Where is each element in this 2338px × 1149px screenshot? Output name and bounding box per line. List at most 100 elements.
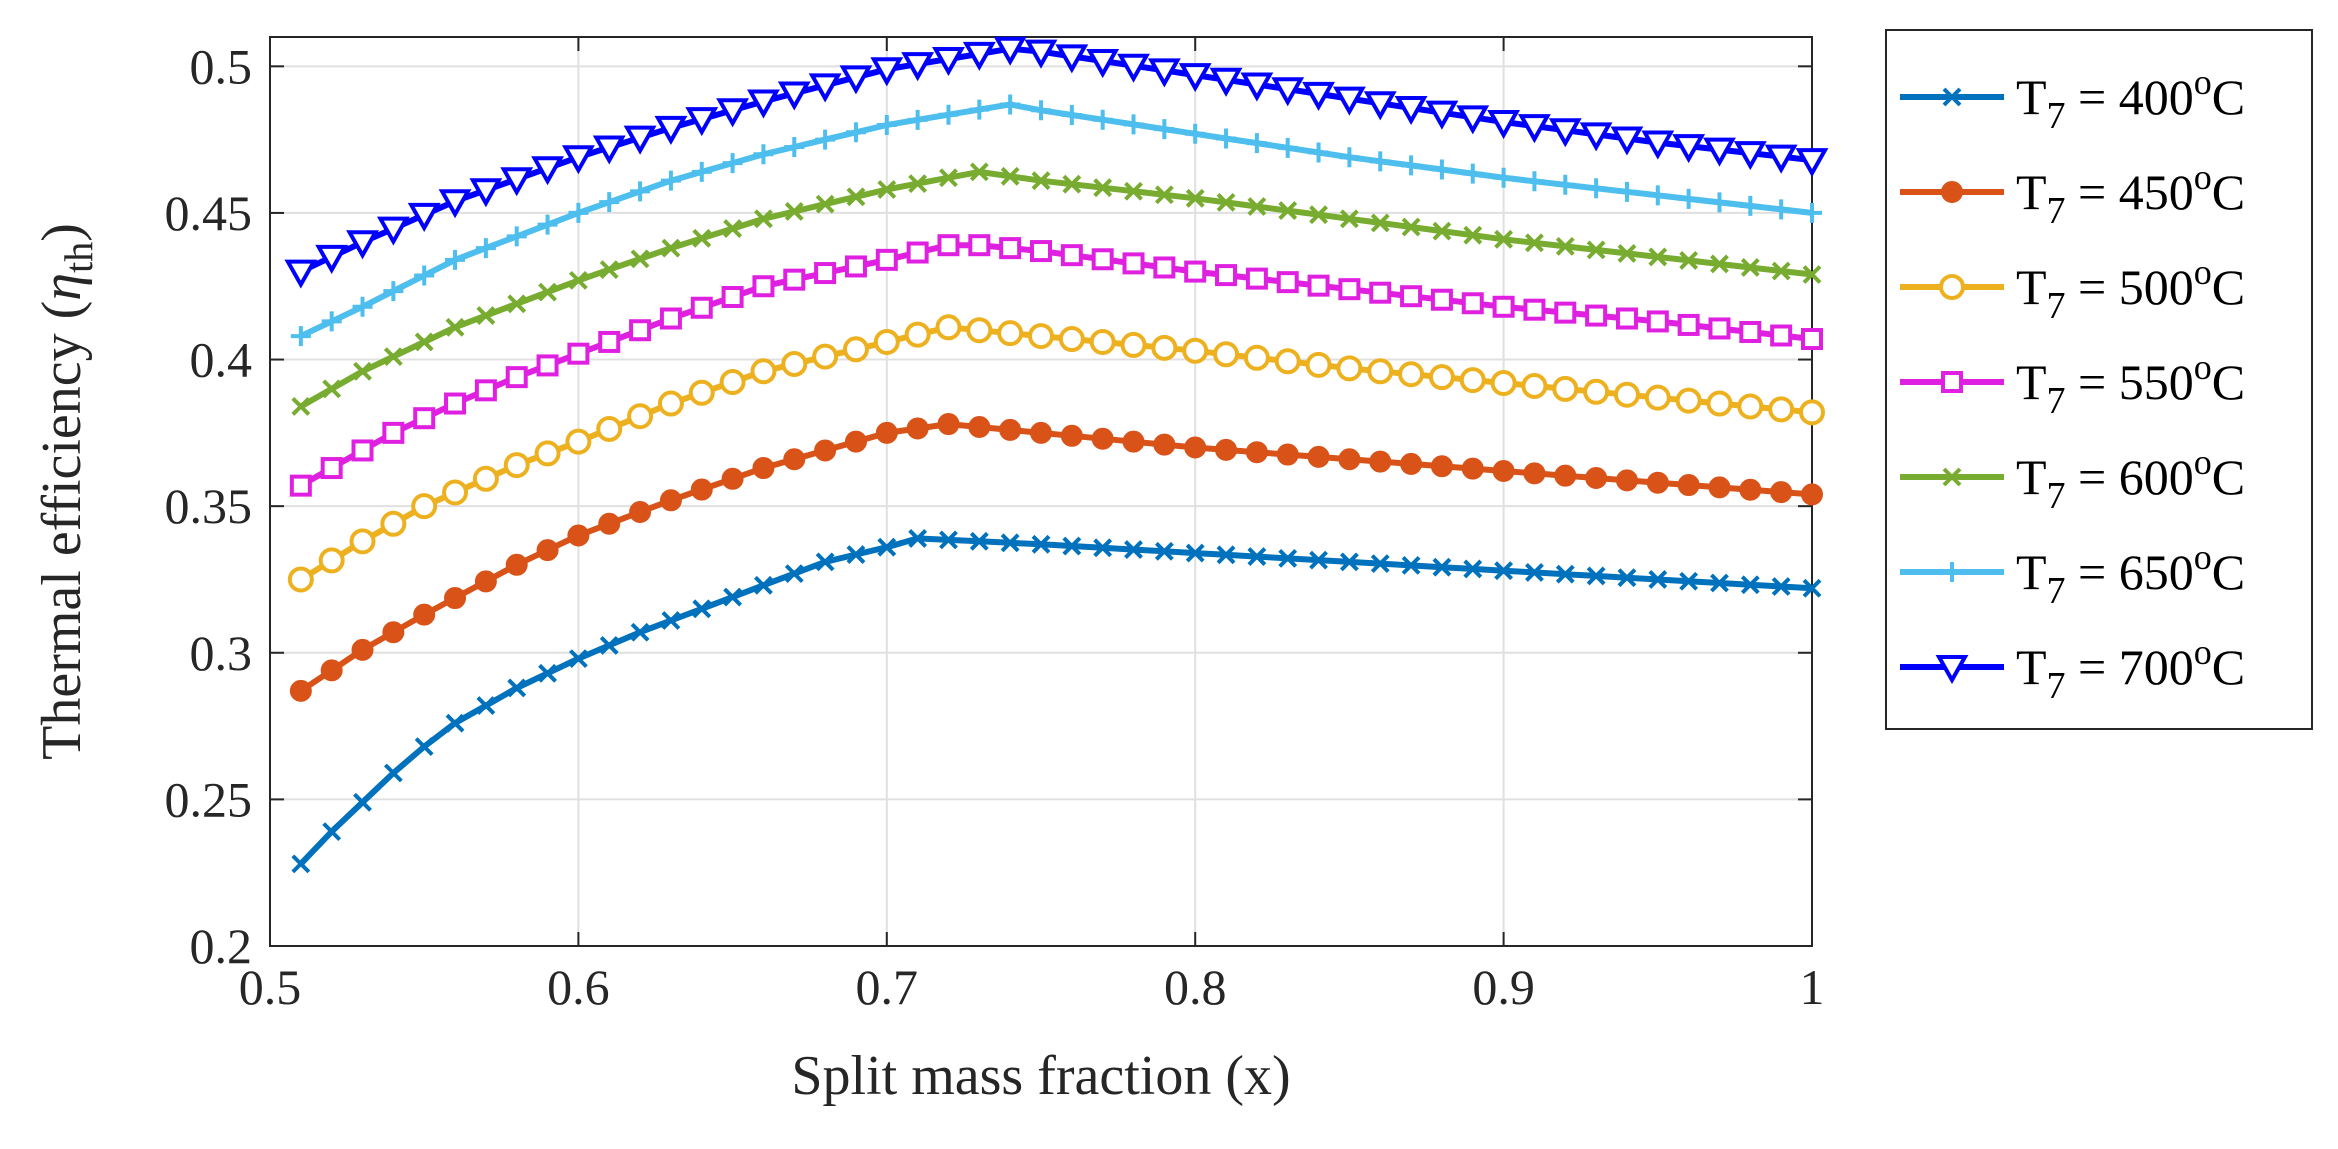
data-point xyxy=(1093,538,1113,558)
data-point xyxy=(1430,288,1453,311)
data-point xyxy=(380,510,407,537)
data-point xyxy=(660,170,681,191)
data-point xyxy=(1428,364,1455,391)
legend-marker xyxy=(1939,274,1965,300)
data-point xyxy=(1554,464,1577,487)
data-point xyxy=(474,379,497,402)
data-point xyxy=(438,189,472,219)
data-point xyxy=(1123,114,1144,135)
data-point xyxy=(1062,174,1082,194)
data-point xyxy=(1400,285,1423,308)
data-point xyxy=(382,621,405,644)
data-point xyxy=(315,244,349,274)
data-point xyxy=(1122,430,1145,453)
data-point xyxy=(784,202,804,221)
data-point xyxy=(1245,267,1268,290)
data-point xyxy=(629,319,652,342)
data-point xyxy=(1771,261,1791,281)
data-point xyxy=(1184,436,1207,459)
data-point xyxy=(567,342,590,365)
data-point xyxy=(630,622,650,642)
y-tick-label: 0.45 xyxy=(165,185,253,241)
data-point xyxy=(688,379,715,406)
data-point xyxy=(507,678,527,698)
data-point xyxy=(1000,166,1020,186)
legend-label: T7 = 400oC xyxy=(2016,62,2245,137)
data-point xyxy=(1122,252,1145,275)
legend-label: T7 = 650oC xyxy=(2016,537,2245,612)
data-point xyxy=(445,317,465,337)
x-tick-label: 0.6 xyxy=(547,959,610,1015)
legend-entry: T7 = 500oC xyxy=(1900,252,2245,327)
data-point xyxy=(1363,91,1397,121)
data-point xyxy=(1338,278,1361,301)
data-point xyxy=(1579,122,1613,152)
data-point xyxy=(938,104,959,125)
data-point xyxy=(1425,100,1459,130)
data-point xyxy=(1332,86,1366,116)
data-point xyxy=(507,294,527,314)
data-point xyxy=(1740,575,1760,595)
data-point xyxy=(1463,559,1483,579)
legend-entry: T7 = 650oC xyxy=(1900,537,2245,612)
data-point xyxy=(534,440,561,467)
data-point xyxy=(291,397,311,416)
x-tick-label: 0.8 xyxy=(1164,959,1227,1015)
data-point xyxy=(654,115,688,145)
data-point xyxy=(1461,292,1484,315)
data-point xyxy=(1030,240,1052,263)
data-point xyxy=(1555,174,1576,195)
data-point xyxy=(1555,564,1575,584)
data-point xyxy=(1243,344,1270,371)
data-point xyxy=(1615,307,1638,330)
data-point xyxy=(723,219,743,238)
data-point xyxy=(469,178,503,208)
y-axis-title: Thermal efficiency (ηth) xyxy=(31,223,101,760)
data-point xyxy=(1647,185,1668,206)
data-point xyxy=(476,696,496,715)
y-axis-title-subscript: th xyxy=(56,242,101,273)
data-point xyxy=(1154,541,1174,561)
data-point xyxy=(1802,202,1822,223)
data-point xyxy=(716,98,750,128)
data-point xyxy=(1430,455,1453,478)
legend-marker xyxy=(1942,87,1962,107)
data-point xyxy=(1585,467,1608,490)
data-point xyxy=(1339,147,1360,168)
data-point xyxy=(1740,195,1761,216)
data-point xyxy=(445,713,465,733)
data-point xyxy=(873,328,900,355)
data-point xyxy=(844,255,867,278)
data-point xyxy=(352,296,373,317)
data-point xyxy=(1802,265,1822,284)
data-point xyxy=(630,181,651,202)
data-point xyxy=(1274,348,1301,375)
data-point xyxy=(1000,533,1020,553)
x-tick-label: 1 xyxy=(1800,959,1825,1015)
data-point xyxy=(722,153,743,174)
data-point xyxy=(1339,552,1359,572)
data-point xyxy=(1209,67,1243,97)
data-point xyxy=(565,428,592,455)
data-point xyxy=(1710,254,1729,274)
data-point xyxy=(1276,443,1299,466)
data-point xyxy=(1216,192,1236,212)
data-point xyxy=(1617,243,1637,263)
data-point xyxy=(1338,448,1361,471)
data-point xyxy=(1000,94,1021,115)
data-point xyxy=(1060,424,1083,447)
data-point xyxy=(1031,171,1051,191)
data-point xyxy=(842,336,869,363)
data-point xyxy=(659,307,682,330)
data-point xyxy=(1799,399,1825,426)
data-point xyxy=(351,439,374,462)
data-point xyxy=(1646,471,1669,494)
data-point xyxy=(444,587,467,610)
data-point xyxy=(472,465,499,492)
data-series xyxy=(284,36,1829,874)
data-point xyxy=(598,330,621,353)
data-point xyxy=(413,407,436,430)
data-point xyxy=(968,415,991,438)
data-point xyxy=(1554,301,1577,324)
